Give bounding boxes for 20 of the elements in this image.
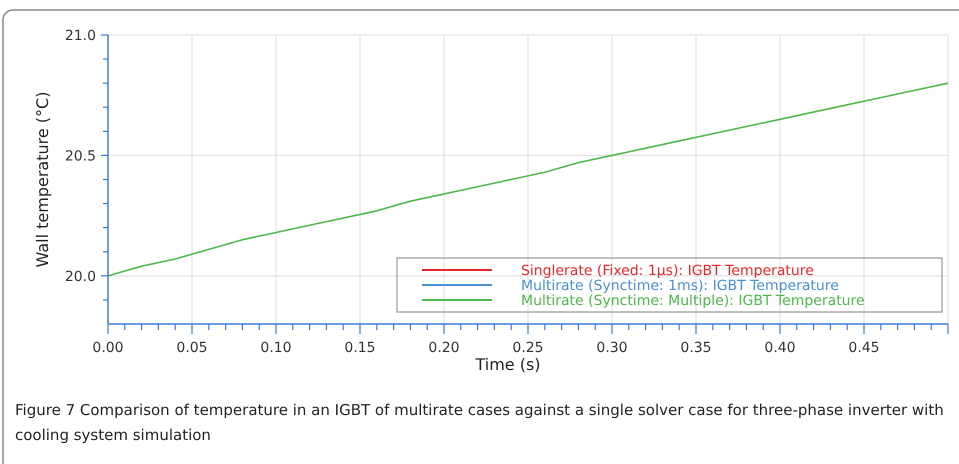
x-tick-label: 0.05 — [176, 340, 208, 356]
x-tick-label: 0.30 — [596, 340, 628, 356]
x-tick-label: 0.15 — [344, 340, 376, 356]
caption: Figure 7 Comparison of temperature in an IGBT of multirate cases against a single solver case for three-phase inverter with cooling system simulation — [15, 400, 945, 446]
x-tick-label: 0.35 — [680, 340, 712, 356]
x-tick-label: 0.10 — [260, 340, 292, 356]
x-axis-title: Time (s) — [474, 355, 541, 374]
x-tick-label: 0.25 — [512, 340, 544, 356]
x-tick-label: 0.45 — [848, 340, 880, 356]
legend-label: Singlerate (Fixed: 1µs): IGBT Temperature — [521, 263, 814, 279]
y-tick-label: 20.5 — [64, 148, 96, 164]
line-series — [107, 82, 949, 277]
y-axis-title: Wall temperature (°C) — [33, 92, 52, 268]
x-tick-label: 0.40 — [764, 340, 796, 356]
legend-label: Multirate (Synctime: Multiple): IGBT Temperature — [521, 293, 865, 309]
x-tick-label: 0.20 — [428, 340, 460, 356]
y-tick-label: 20.0 — [64, 268, 96, 285]
legend-label: Multirate (Synctime: 1ms): IGBT Temperature — [521, 278, 839, 294]
y-tick-label: 21.0 — [64, 28, 96, 44]
x-tick-label: 0.00 — [92, 340, 124, 356]
